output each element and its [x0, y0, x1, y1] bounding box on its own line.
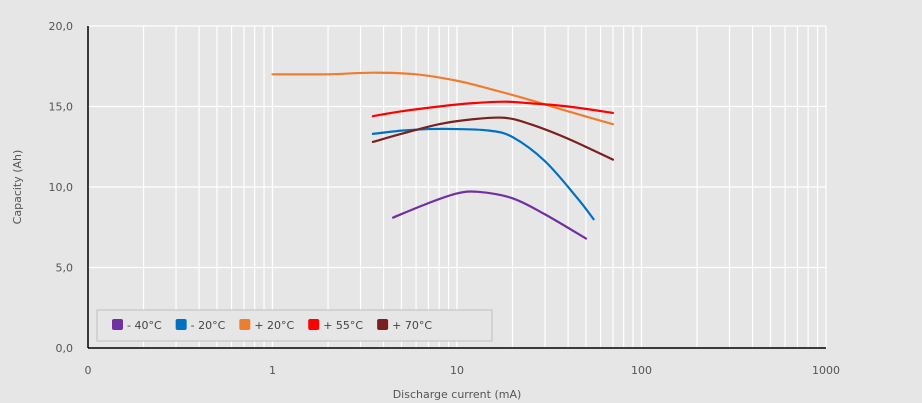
series-line-2 [271, 71, 615, 126]
legend-label-4: + 70°C [392, 319, 432, 332]
legend-swatch-4 [377, 319, 389, 330]
y-tick-label: 15,0 [49, 101, 74, 114]
y-axis-title: Capacity (Ah) [11, 150, 24, 225]
x-tick-label: 0 [85, 364, 92, 377]
y-tick-label: 10,0 [49, 181, 74, 194]
legend: - 40°C - 20°C + 20°C + 55°C + 70°C [96, 309, 493, 342]
legend-label-1: - 20°C [191, 319, 226, 332]
x-tick-label: 1 [269, 364, 276, 377]
y-tick-labels: 0,0 5,0 10,0 15,0 20,0 [49, 20, 74, 355]
legend-label-0: - 40°C [127, 319, 162, 332]
series-line-0 [391, 190, 588, 240]
legend-swatch-2 [239, 319, 251, 330]
x-tick-label: 10 [450, 364, 464, 377]
series-line-1 [371, 127, 595, 221]
series-layer [271, 71, 615, 240]
x-tick-label: 1000 [812, 364, 840, 377]
y-tick-label: 0,0 [56, 342, 74, 355]
legend-swatch-1 [175, 319, 187, 330]
series-line-3 [371, 100, 615, 118]
horizontal-gridlines [88, 25, 826, 269]
legend-swatch-3 [308, 319, 320, 330]
y-tick-label: 20,0 [49, 20, 74, 33]
x-tick-labels: 0 1 10 100 1000 [85, 364, 841, 377]
legend-box [96, 309, 493, 342]
legend-label-3: + 55°C [323, 319, 363, 332]
series-line-4 [371, 116, 615, 161]
legend-swatch-0 [112, 319, 123, 330]
y-tick-label: 5,0 [56, 262, 74, 275]
x-tick-label: 100 [631, 364, 652, 377]
legend-label-2: + 20°C [254, 319, 294, 332]
x-axis-title: Discharge current (mA) [393, 388, 522, 401]
